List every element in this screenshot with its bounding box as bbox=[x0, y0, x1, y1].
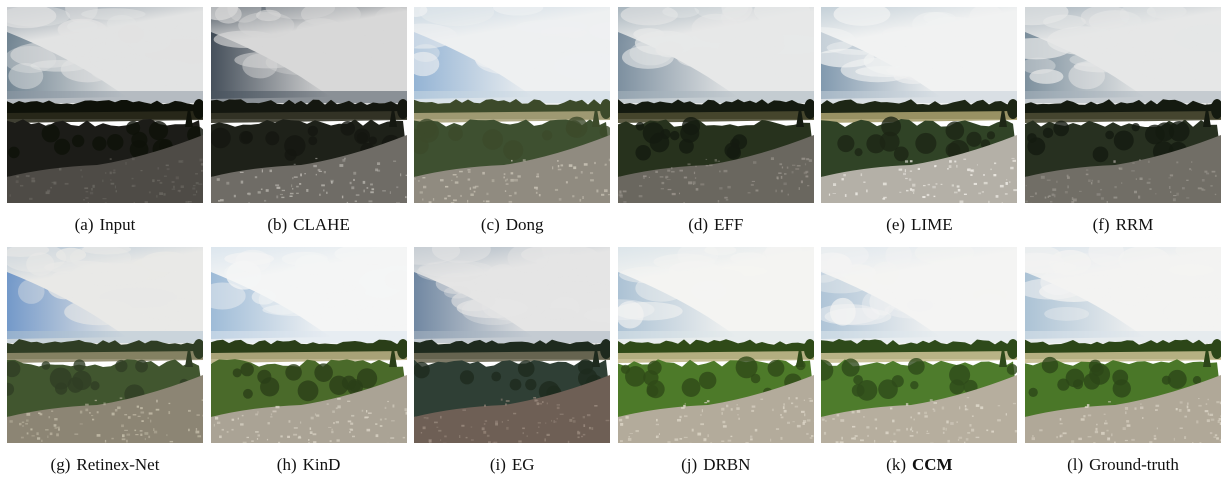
panel-image bbox=[617, 7, 814, 203]
panel-caption-tag: (e) bbox=[886, 215, 906, 234]
figure-row-2: (g) Retinex-Net (h) KinD (i) EG (j) DRBN (k) CCM(… bbox=[7, 247, 1221, 485]
panel-caption-method: Input bbox=[99, 215, 136, 234]
panel-caption-method: Ground-truth bbox=[1089, 455, 1179, 474]
panel-caption-tag: (f) bbox=[1092, 215, 1110, 234]
comparison-figure: (a) Input (b) CLAHE (c) Dong (d) EFF (e) LIME (f) R… bbox=[7, 7, 1221, 485]
panel-dong: (c) Dong bbox=[414, 7, 611, 242]
panel-caption-tag: (a) bbox=[74, 215, 94, 234]
panel-eff: (d) EFF bbox=[617, 7, 814, 242]
panel-caption-tag: (d) bbox=[688, 215, 709, 234]
panel-caption-tag: (k) bbox=[886, 455, 906, 474]
panel-caption: (h) KinD bbox=[277, 455, 341, 475]
panel-image bbox=[1024, 7, 1221, 203]
panel-caption: (a) Input bbox=[75, 215, 136, 235]
panel-eg: (i) EG bbox=[414, 247, 611, 485]
panel-caption-method: EG bbox=[511, 455, 535, 474]
panel-clahe: (b) CLAHE bbox=[210, 7, 407, 242]
panel-caption-method: LIME bbox=[911, 215, 953, 234]
panel-caption-tag: (l) bbox=[1067, 455, 1084, 474]
panel-caption: (g) Retinex-Net bbox=[51, 455, 160, 475]
panel-caption-tag: (j) bbox=[681, 455, 698, 474]
panel-caption-method: CLAHE bbox=[293, 215, 350, 234]
panel-image bbox=[210, 247, 407, 443]
panel-caption-tag: (h) bbox=[276, 455, 297, 474]
panel-caption: (i) EG bbox=[490, 455, 535, 475]
panel-caption-method: CCM bbox=[911, 455, 953, 474]
panel-image bbox=[1024, 247, 1221, 443]
panel-caption: (b) CLAHE bbox=[267, 215, 350, 235]
panel-caption-method: Retinex-Net bbox=[76, 455, 160, 474]
panel-caption-method: KinD bbox=[302, 455, 341, 474]
panel-caption-method: DRBN bbox=[703, 455, 751, 474]
panel-image bbox=[617, 247, 814, 443]
panel-caption: (c) Dong bbox=[481, 215, 544, 235]
panel-caption: (d) EFF bbox=[688, 215, 743, 235]
panel-caption: (k) CCM bbox=[886, 455, 952, 475]
panel-caption-method: Dong bbox=[505, 215, 544, 234]
figure-row-1: (a) Input (b) CLAHE (c) Dong (d) EFF (e) LIME (f) R… bbox=[7, 7, 1221, 242]
panel-caption-method: RRM bbox=[1115, 215, 1154, 234]
panel-image bbox=[414, 247, 611, 443]
panel-lime: (e) LIME bbox=[821, 7, 1018, 242]
panel-caption-tag: (c) bbox=[480, 215, 500, 234]
panel-caption-tag: (b) bbox=[267, 215, 288, 234]
panel-caption-tag: (g) bbox=[50, 455, 71, 474]
panel-ground-truth: (l) Ground-truth bbox=[1024, 247, 1221, 485]
panel-image bbox=[7, 7, 203, 203]
panel-drbn: (j) DRBN bbox=[617, 247, 814, 485]
panel-caption-method: EFF bbox=[714, 215, 744, 234]
panel-rrm: (f) RRM bbox=[1024, 7, 1221, 242]
panel-caption-tag: (i) bbox=[489, 455, 506, 474]
panel-caption: (f) RRM bbox=[1093, 215, 1154, 235]
panel-caption: (l) Ground-truth bbox=[1067, 455, 1179, 475]
panel-image bbox=[414, 7, 611, 203]
panel-image bbox=[821, 7, 1018, 203]
panel-image bbox=[210, 7, 407, 203]
panel-kind: (h) KinD bbox=[210, 247, 407, 485]
panel-image bbox=[821, 247, 1018, 443]
panel-caption: (e) LIME bbox=[886, 215, 952, 235]
panel-ccm: (k) CCM bbox=[821, 247, 1018, 485]
panel-retinex-net: (g) Retinex-Net bbox=[7, 247, 203, 485]
panel-input: (a) Input bbox=[7, 7, 203, 242]
panel-image bbox=[7, 247, 203, 443]
panel-caption: (j) DRBN bbox=[681, 455, 750, 475]
